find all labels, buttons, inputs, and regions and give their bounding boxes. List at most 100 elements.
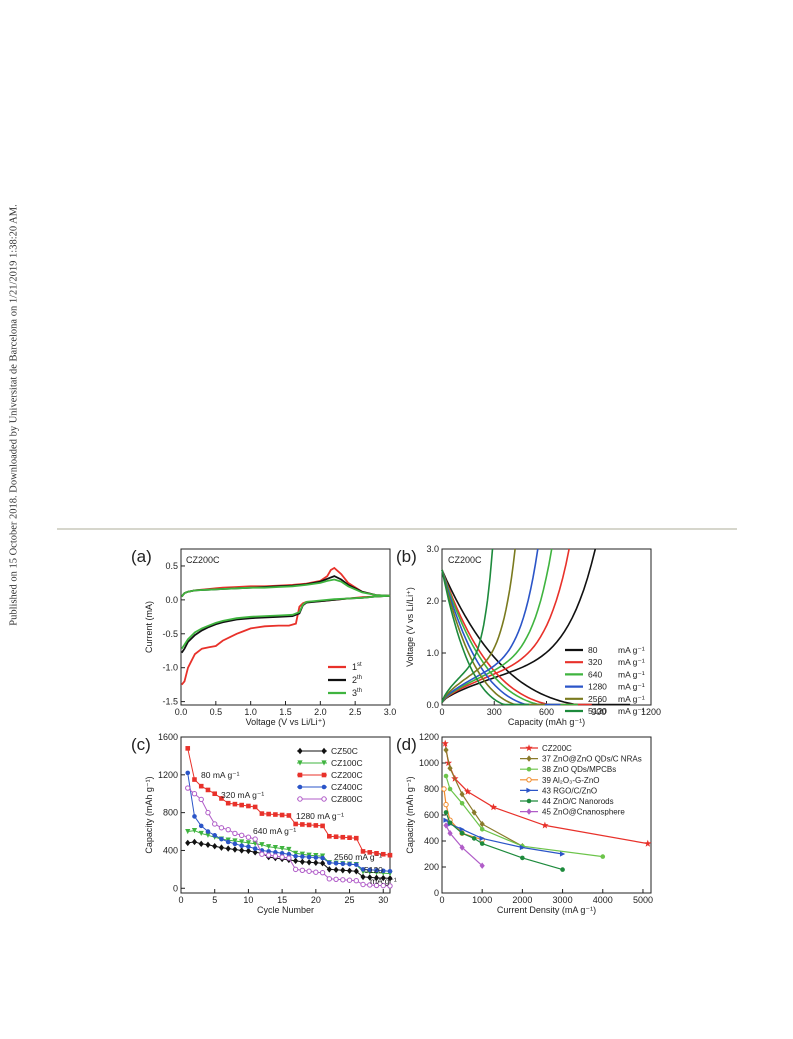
plot-frame	[180, 548, 391, 706]
data-point	[327, 833, 332, 839]
data-point	[526, 798, 532, 804]
data-point	[306, 854, 312, 860]
data-point	[212, 821, 218, 827]
x-axis-label: Cycle Number	[257, 905, 314, 915]
y-tick-label: 200	[424, 862, 439, 872]
legend-label: 39 Al₂O₃-G-ZnO	[542, 776, 600, 785]
data-point	[526, 755, 532, 762]
x-tick-label: 25	[345, 895, 355, 905]
data-point	[313, 859, 319, 866]
rate-annotation: 2560 mA g⁻¹	[334, 852, 382, 862]
data-point	[299, 851, 305, 857]
data-point	[313, 823, 319, 828]
data-point	[238, 832, 245, 839]
data-point	[225, 845, 231, 852]
data-point	[232, 838, 238, 844]
data-point	[192, 814, 197, 819]
data-point	[205, 841, 211, 848]
y-axis-label: Capacity (mAh g⁻¹)	[405, 776, 415, 853]
data-point	[191, 791, 198, 797]
panel-label: (c)	[131, 735, 151, 754]
data-point	[259, 851, 265, 857]
data-point	[374, 868, 379, 873]
data-point	[300, 854, 305, 859]
y-tick-label: 1200	[419, 732, 439, 742]
legend-label: 37 ZnO@ZnO QDs/C NRAs	[542, 755, 642, 764]
data-point	[219, 796, 224, 801]
discharge-curve	[441, 569, 631, 706]
data-point	[526, 808, 532, 815]
data-point	[353, 862, 359, 867]
data-point	[198, 830, 204, 837]
x-axis-label: Current Density (mA g⁻¹)	[497, 905, 596, 915]
data-point	[245, 834, 252, 840]
data-point	[367, 850, 373, 855]
data-point	[340, 834, 346, 840]
data-point	[459, 826, 465, 832]
data-point	[526, 766, 532, 772]
y-tick-label: -1.0	[162, 663, 178, 673]
data-point	[443, 817, 449, 823]
charge-curve	[441, 548, 570, 703]
data-point	[471, 809, 477, 816]
legend-label: 38 ZnO QDs/MPCBs	[542, 765, 616, 774]
legend-unit: mA g⁻¹	[618, 657, 645, 667]
legend-label: 320	[588, 657, 602, 667]
data-point	[185, 746, 191, 751]
data-point	[293, 857, 299, 865]
charge-curve	[441, 548, 597, 703]
data-point	[479, 835, 485, 841]
data-point	[459, 844, 465, 851]
y-tick-label: 400	[163, 845, 178, 855]
legend-unit: mA g⁻¹	[618, 682, 645, 692]
x-tick-label: 5000	[633, 895, 653, 905]
data-point	[279, 854, 285, 860]
data-point	[205, 832, 211, 838]
data-point	[299, 867, 306, 874]
data-point	[185, 839, 191, 847]
rate-annotation: mA g⁻¹	[370, 876, 397, 886]
legend-unit: mA g⁻¹	[618, 706, 645, 716]
legend-label: CZ100C	[331, 758, 363, 768]
data-point	[443, 773, 449, 779]
data-point	[380, 851, 386, 857]
data-point	[259, 811, 265, 816]
legend-label: 5120	[588, 706, 607, 716]
y-tick-label: 600	[424, 810, 439, 820]
y-tick-label: -1.5	[162, 697, 178, 707]
data-point	[297, 772, 303, 778]
data-point	[353, 835, 359, 841]
data-point	[252, 846, 258, 851]
data-point	[313, 855, 319, 860]
data-point	[360, 849, 366, 854]
data-point	[443, 746, 449, 754]
x-tick-label: 3000	[553, 895, 573, 905]
data-point	[205, 809, 211, 816]
data-point	[293, 853, 298, 859]
x-tick-label: 2000	[512, 895, 532, 905]
data-point	[198, 783, 204, 789]
data-point	[319, 869, 326, 876]
legend-label: CZ200C	[331, 770, 363, 780]
legend-label: 1280	[588, 682, 607, 692]
discharge-curve	[441, 569, 530, 706]
data-point	[212, 843, 218, 850]
data-point	[441, 786, 447, 792]
data-point	[239, 843, 244, 849]
data-point	[321, 796, 327, 802]
data-point	[447, 830, 453, 837]
data-point	[252, 804, 258, 810]
data-point	[286, 855, 292, 861]
data-point	[246, 844, 251, 849]
rate-annotation: 80 mA g⁻¹	[201, 770, 240, 780]
data-point	[212, 833, 218, 838]
data-point	[353, 868, 359, 875]
data-point	[212, 791, 218, 797]
data-point	[321, 747, 327, 755]
data-point	[525, 744, 533, 752]
data-point	[333, 876, 339, 882]
data-point	[185, 770, 191, 776]
y-tick-label: -0.5	[162, 629, 178, 639]
data-point	[560, 867, 565, 872]
